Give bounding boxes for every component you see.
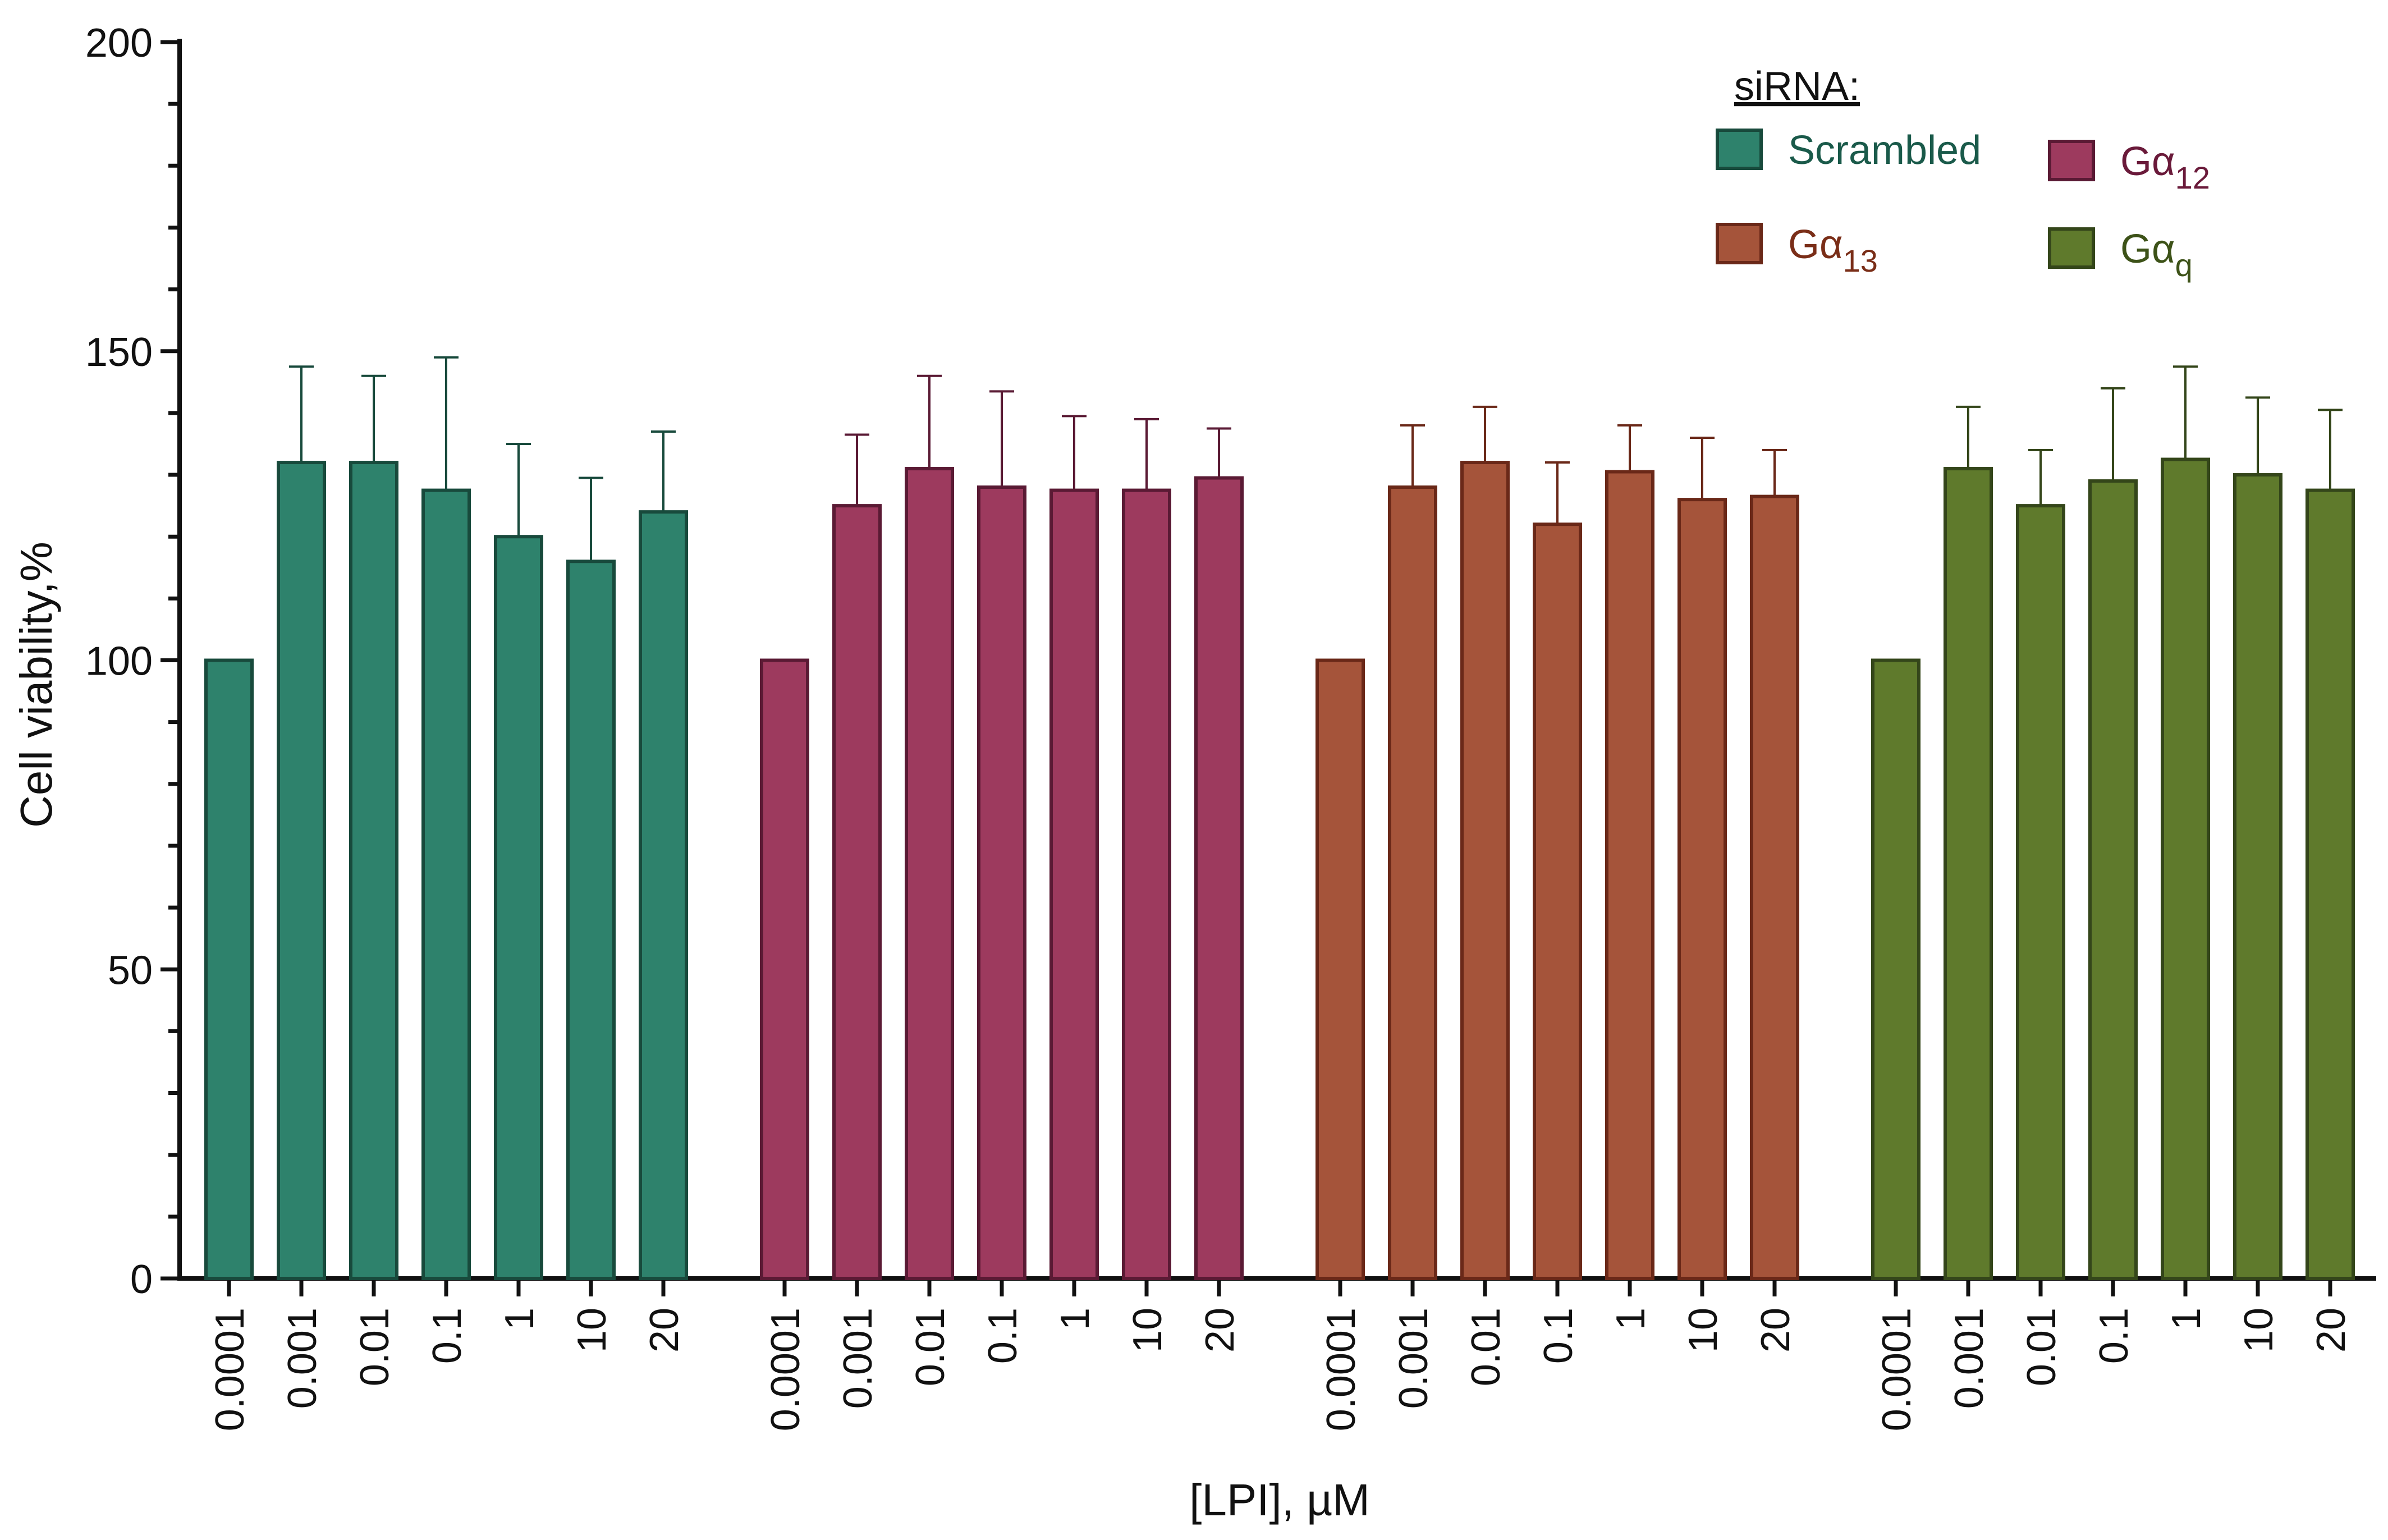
bar	[2306, 488, 2355, 1280]
x-tick-label: 0.01	[2019, 1308, 2064, 1386]
y-tick-label: 150	[85, 330, 153, 375]
legend-label: Gα12	[2120, 139, 2210, 195]
x-tick-label: 20	[1753, 1308, 1798, 1353]
x-tick-label: 0.1	[1536, 1308, 1581, 1364]
legend-swatch	[2048, 227, 2095, 269]
y-tick-label: 200	[85, 21, 153, 66]
bar	[277, 461, 326, 1280]
x-ticks: 0.0001 0.001 0.01 0.1 1 10 20 0.0001 0.001 0.01 0.…	[208, 1278, 2354, 1431]
bar	[2233, 473, 2282, 1280]
legend-title: siRNA:	[1734, 64, 1860, 109]
x-tick-label: 0.0001	[208, 1308, 253, 1431]
bar	[1533, 522, 1582, 1280]
error-bars	[289, 356, 2343, 562]
x-tick-label: 0.0001	[763, 1308, 808, 1431]
bar	[1388, 485, 1437, 1281]
x-tick-label: 1	[497, 1308, 542, 1330]
bar	[1460, 461, 1510, 1280]
x-tick-label: 0.001	[836, 1308, 881, 1409]
x-tick-label: 20	[1198, 1308, 1243, 1353]
x-tick-label: 20	[642, 1308, 687, 1353]
bar	[832, 504, 882, 1280]
legend-swatch	[1716, 223, 1763, 264]
x-tick-label: 1	[1608, 1308, 1653, 1330]
legend-swatch	[1716, 129, 1763, 170]
bar	[204, 658, 254, 1280]
x-axis-label: [LPI], µM	[1189, 1475, 1370, 1525]
x-tick-label: 0.01	[1464, 1308, 1509, 1386]
x-tick-label: 20	[2309, 1308, 2354, 1353]
y-ticks: 0 50 100 150 200	[85, 21, 180, 1302]
y-tick-label: 100	[85, 639, 153, 684]
bar	[760, 658, 809, 1280]
bar	[421, 488, 471, 1280]
legend-label: Gα13	[1788, 222, 1878, 278]
x-tick-label: 1	[2164, 1308, 2209, 1330]
x-tick-label: 0.01	[352, 1308, 397, 1386]
legend-swatch	[2048, 140, 2095, 181]
x-tick-label: 0.001	[1391, 1308, 1436, 1409]
bar	[1122, 488, 1171, 1280]
bar	[1605, 470, 1654, 1280]
legend-label: Scrambled	[1788, 128, 1981, 173]
bar	[2161, 457, 2210, 1281]
x-tick-label: 0.1	[980, 1308, 1025, 1364]
x-tick-label: 0.001	[1947, 1308, 1992, 1409]
bar	[349, 461, 398, 1280]
bar	[905, 467, 954, 1280]
bar	[1194, 476, 1244, 1280]
y-tick-label: 50	[108, 948, 153, 993]
bar	[1677, 498, 1727, 1280]
bar	[2016, 504, 2065, 1280]
bar	[639, 510, 688, 1280]
y-tick-label: 0	[130, 1257, 153, 1302]
legend-label: Gαq	[2120, 227, 2193, 283]
x-tick-label: 10	[1681, 1308, 1726, 1353]
x-tick-label: 10	[2236, 1308, 2281, 1353]
bar	[2088, 479, 2138, 1281]
x-tick-label: 0.01	[908, 1308, 953, 1386]
bar	[1049, 488, 1099, 1280]
x-tick-label: 0.0001	[1319, 1308, 1364, 1431]
y-axis-label: Cell viability,%	[11, 542, 61, 828]
bar	[977, 485, 1026, 1281]
x-tick-label: 0.001	[280, 1308, 325, 1409]
x-tick-label: 1	[1053, 1308, 1098, 1330]
x-tick-label: 10	[1125, 1308, 1170, 1353]
bar	[1871, 658, 1921, 1280]
bar	[1944, 467, 1993, 1280]
bar	[1316, 658, 1365, 1280]
bar	[494, 535, 543, 1281]
x-tick-label: 0.0001	[1874, 1308, 1919, 1431]
bars	[204, 457, 2355, 1281]
legend: siRNA: Scrambled Gα12 Gα13 Gαq	[1716, 64, 2210, 283]
x-tick-label: 10	[570, 1308, 615, 1353]
x-tick-label: 0.1	[425, 1308, 470, 1364]
bar	[566, 560, 616, 1280]
bar	[1750, 494, 1799, 1280]
x-tick-label: 0.1	[2092, 1308, 2137, 1364]
